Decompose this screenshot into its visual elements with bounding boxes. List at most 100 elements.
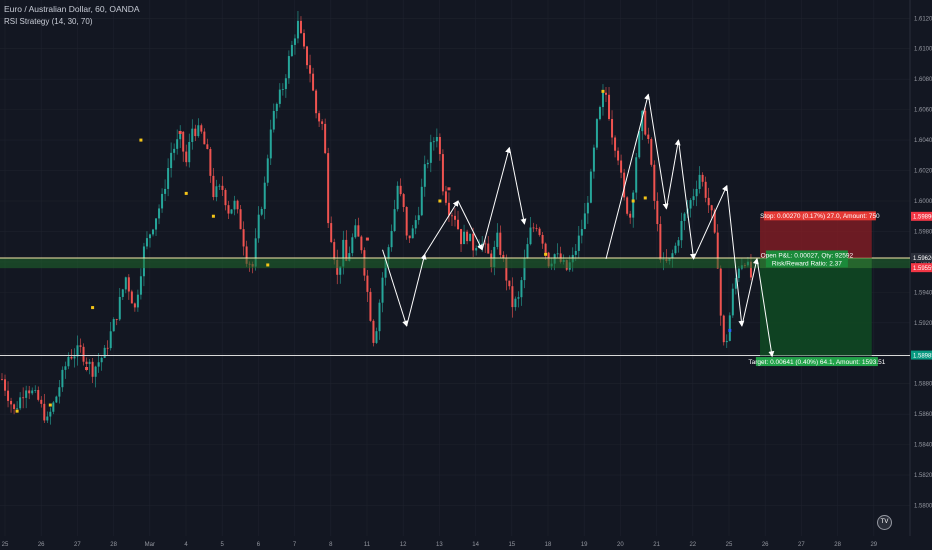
- candle-body: [620, 160, 623, 173]
- candle-body: [629, 213, 632, 218]
- candle-body: [158, 208, 161, 219]
- candle-body: [133, 303, 136, 308]
- signal-marker: [48, 403, 52, 407]
- candle-body: [653, 164, 656, 201]
- candle-body: [384, 259, 387, 278]
- candle-body: [351, 237, 354, 254]
- candle-body: [82, 346, 85, 362]
- candle-body: [493, 246, 496, 267]
- x-tick-label: 20: [617, 542, 624, 548]
- candle-body: [161, 193, 164, 209]
- signal-marker: [211, 214, 215, 218]
- candle-body: [254, 238, 257, 267]
- risk-reward-label-box: [765, 258, 848, 268]
- candle-body: [381, 277, 384, 303]
- candle-body: [683, 213, 686, 221]
- candle-body: [656, 200, 659, 225]
- candle-body: [34, 390, 37, 391]
- candle-body: [472, 233, 475, 251]
- candle-body: [617, 150, 620, 161]
- candle-body: [611, 118, 614, 138]
- candle-body: [269, 129, 272, 159]
- candle-body: [236, 200, 239, 210]
- candle-body: [230, 209, 233, 214]
- candle-body: [692, 196, 695, 201]
- candle-body: [348, 253, 351, 261]
- candle-body: [396, 185, 399, 210]
- x-tick-label: 28: [834, 542, 841, 548]
- candle-body: [49, 411, 52, 417]
- candle-body: [106, 347, 109, 349]
- candle-body: [25, 390, 28, 398]
- candle-body: [221, 185, 224, 190]
- price-axis-label: 1.59559: [913, 266, 932, 272]
- candle-body: [79, 345, 82, 347]
- candle-body: [728, 315, 731, 341]
- candle-body: [532, 227, 535, 229]
- x-tick-label: 26: [38, 542, 45, 548]
- candle-body: [674, 245, 677, 254]
- signal-marker: [365, 237, 369, 241]
- candle-body: [484, 243, 487, 245]
- candle-body: [508, 280, 511, 287]
- candle-body: [127, 277, 130, 292]
- candle-body: [227, 205, 230, 214]
- candle-body: [55, 396, 58, 403]
- candle-body: [46, 416, 49, 421]
- x-tick-label: 29: [870, 542, 877, 548]
- candle-body: [85, 361, 88, 365]
- candle-body: [420, 186, 423, 216]
- pattern-arrow: [647, 94, 669, 210]
- candle-body: [136, 294, 139, 308]
- y-tick-label: 1.60600: [914, 108, 932, 114]
- candle-body: [173, 148, 176, 153]
- candle-body: [260, 208, 263, 215]
- price-axis-label: 1.59896: [913, 215, 932, 221]
- x-tick-label: 13: [436, 542, 443, 548]
- candle-body: [19, 397, 22, 409]
- candle-body: [200, 125, 203, 132]
- candle-body: [212, 175, 215, 198]
- candle-body: [523, 258, 526, 281]
- candle-body: [426, 162, 429, 165]
- candle-body: [450, 215, 453, 217]
- logo-text: TV: [880, 519, 889, 525]
- candle-body: [170, 152, 173, 169]
- symbol-title[interactable]: Euro / Australian Dollar, 60, OANDA: [4, 4, 140, 14]
- candle-body: [100, 357, 103, 363]
- candle-body: [76, 345, 79, 357]
- signal-marker: [728, 328, 732, 332]
- candle-body: [272, 110, 275, 130]
- y-tick-label: 1.58000: [914, 504, 932, 510]
- candle-body: [40, 399, 43, 404]
- candle-body: [318, 113, 321, 122]
- x-tick-label: 15: [508, 542, 515, 548]
- candle-body: [124, 277, 127, 290]
- candle-body: [556, 253, 559, 255]
- candle-body: [641, 110, 644, 132]
- candle-body: [339, 266, 342, 275]
- indicator-label[interactable]: RSI Strategy (14, 30, 70): [4, 17, 93, 26]
- candle-body: [659, 224, 662, 260]
- candle-body: [447, 202, 450, 216]
- candle-body: [592, 147, 595, 172]
- candle-body: [408, 235, 411, 239]
- candle-body: [710, 205, 713, 211]
- candle-body: [278, 89, 281, 104]
- candle-body: [209, 149, 212, 176]
- candle-body: [626, 197, 629, 214]
- candle-body: [695, 188, 698, 197]
- x-tick-label: 25: [2, 542, 9, 548]
- candle-body: [321, 121, 324, 124]
- candle-body: [315, 90, 318, 114]
- candle-body: [94, 366, 97, 377]
- candle-body: [293, 38, 296, 45]
- candle-body: [312, 73, 315, 91]
- candle-body: [245, 246, 248, 264]
- pattern-arrow: [677, 140, 696, 260]
- candle-body: [203, 131, 206, 145]
- candle-body: [73, 356, 76, 359]
- x-tick-label: 12: [400, 542, 407, 548]
